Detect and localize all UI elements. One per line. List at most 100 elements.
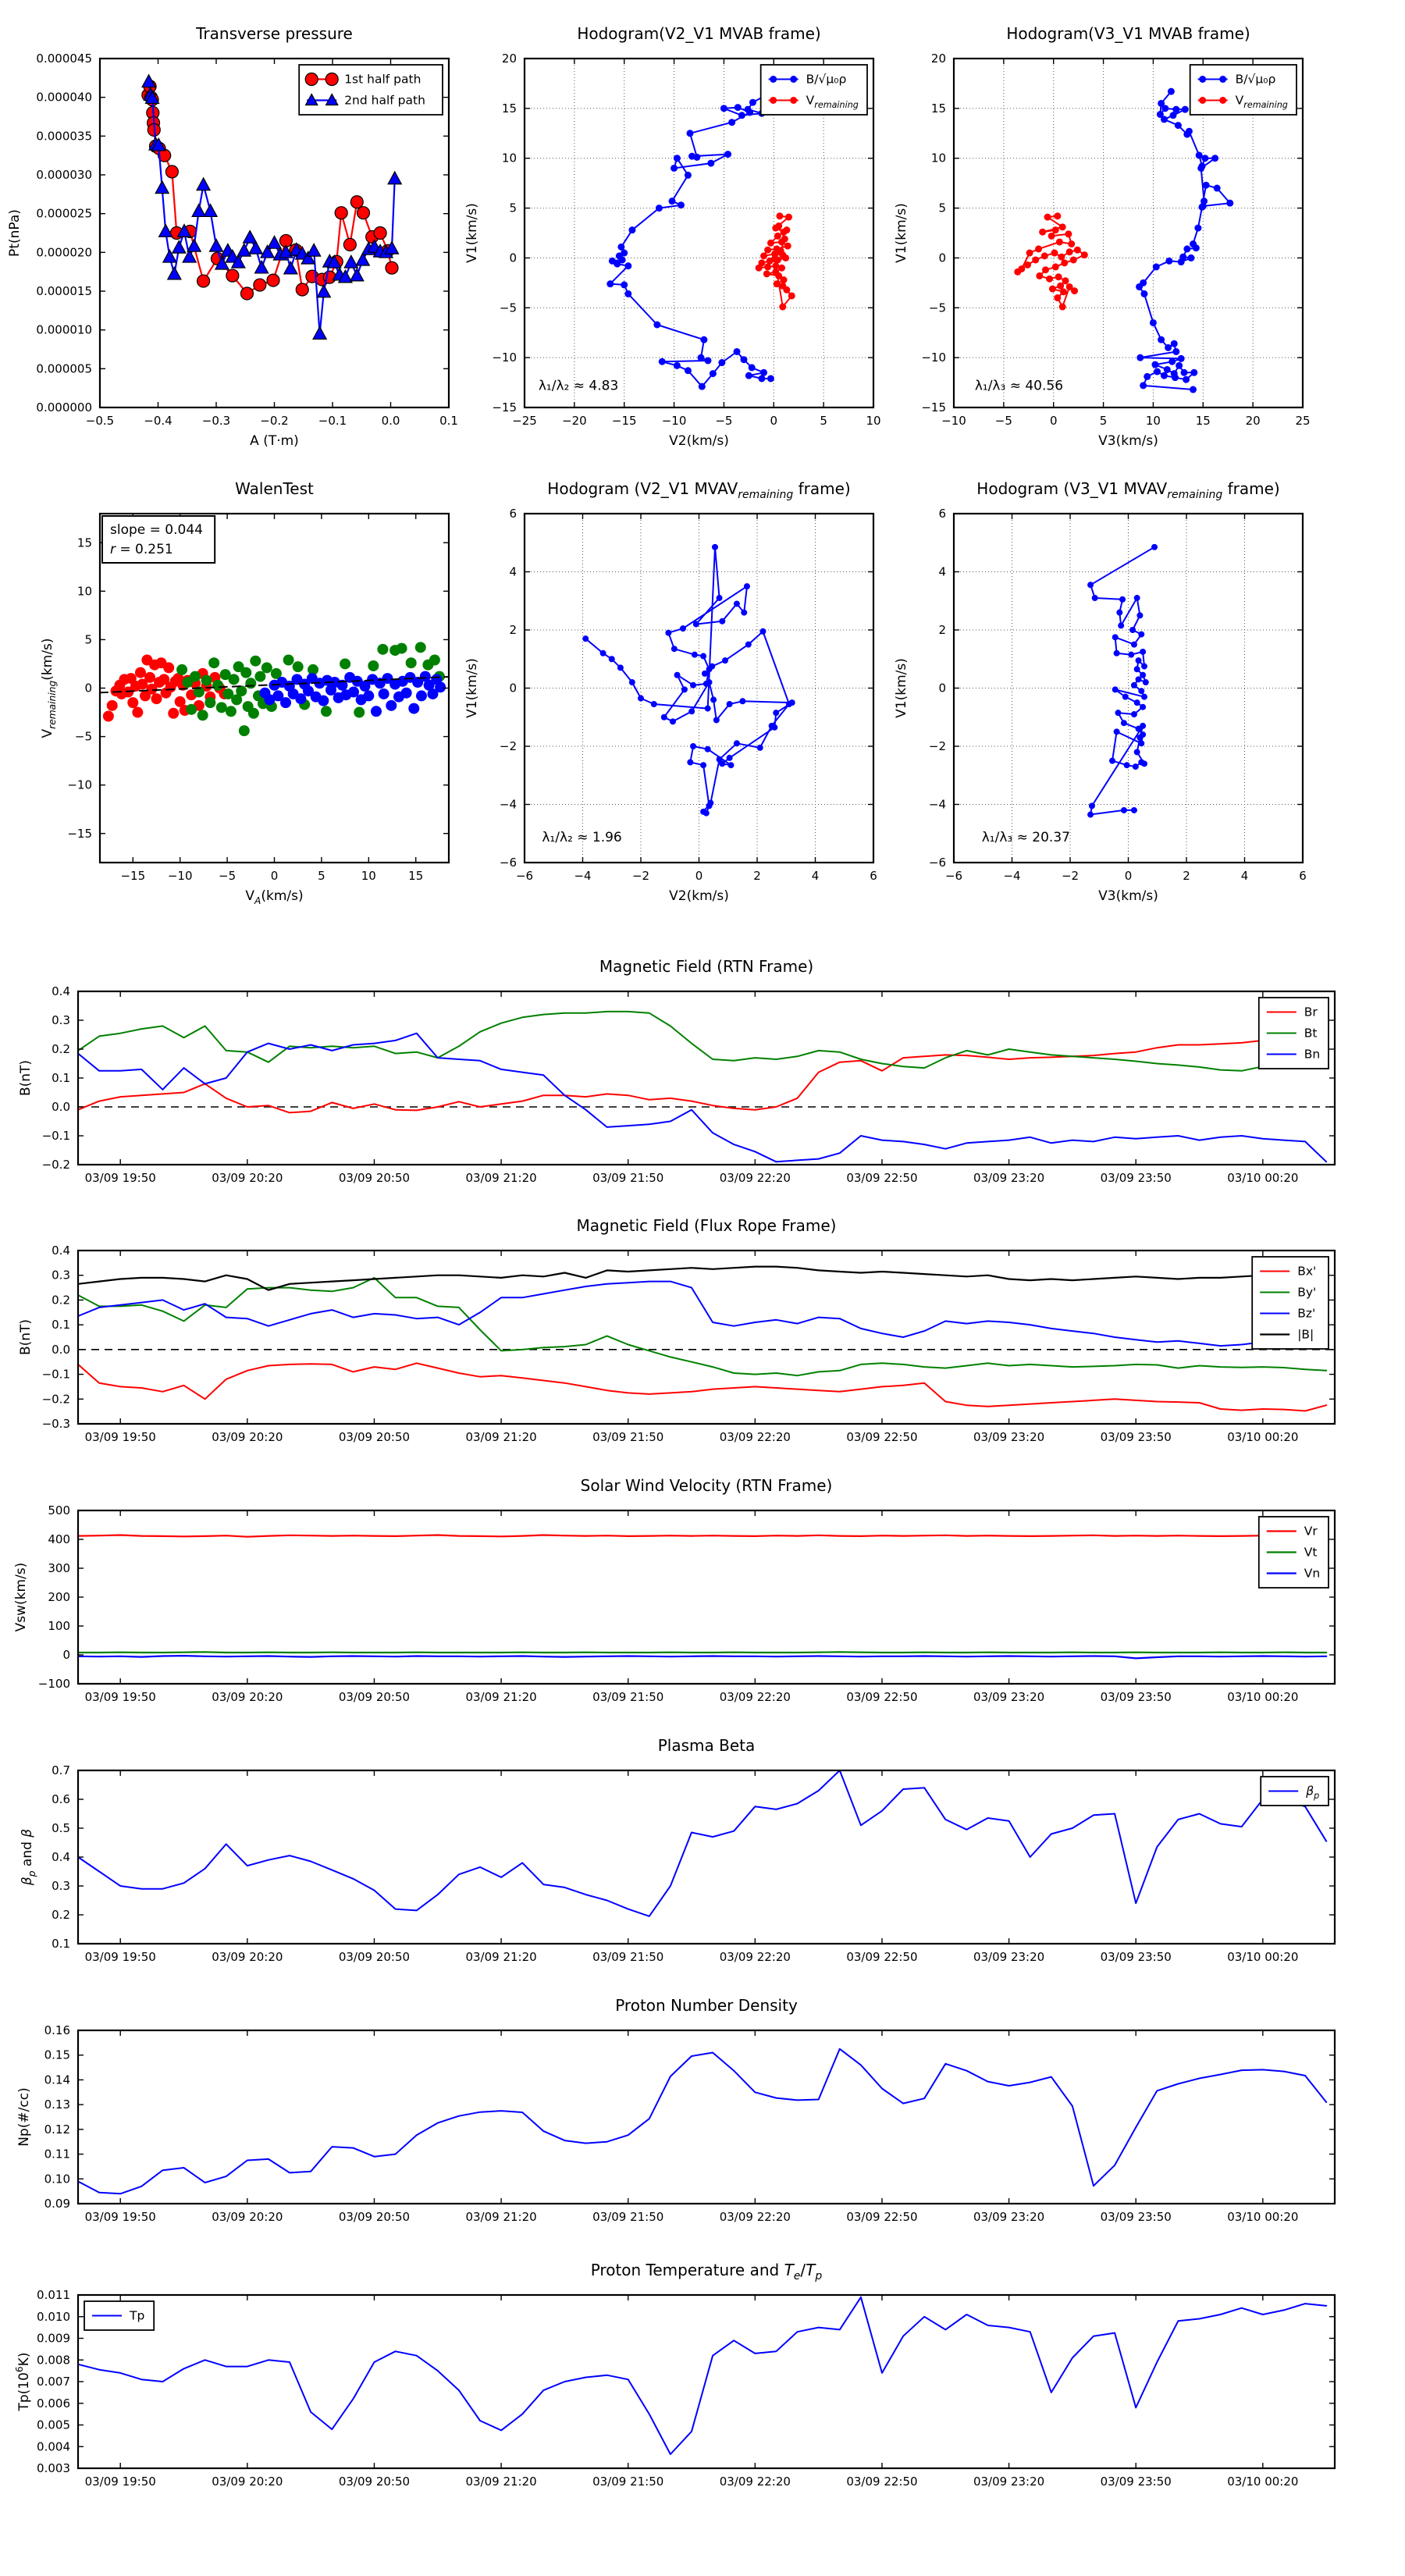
svg-text:20: 20 bbox=[931, 52, 946, 66]
svg-text:0.006: 0.006 bbox=[37, 2396, 70, 2411]
transverse-pressure-canvas: −0.5 −0.4 −0.3 −0.2 −0.1 0.0 0.1 0.000000 0.0000… bbox=[7, 52, 458, 449]
svg-text:10: 10 bbox=[931, 151, 946, 165]
plasma-beta-canvas: 03/09 19:50 03/09 20:20 03/09 20:50 03/09 2… bbox=[20, 1763, 1336, 1964]
svg-text:03/09 20:20: 03/09 20:20 bbox=[212, 2475, 283, 2489]
svg-text:5: 5 bbox=[318, 869, 325, 883]
svg-text:r = 0.251: r = 0.251 bbox=[110, 542, 173, 557]
svg-text:0: 0 bbox=[271, 869, 279, 883]
magnetic-field-rtn-plot: Magnetic Field (RTN Frame) 03/09 19:50 03/… bbox=[18, 957, 1336, 1185]
svg-text:0.2: 0.2 bbox=[52, 1042, 70, 1056]
y-axis-label: Np(#/cc) bbox=[16, 2087, 32, 2146]
axes-border bbox=[76, 1769, 1336, 1945]
svg-text:−6: −6 bbox=[500, 856, 517, 870]
legend: 1st half path 2nd half path bbox=[298, 64, 443, 116]
svg-text:−2: −2 bbox=[500, 739, 517, 753]
tick-marks bbox=[78, 991, 1335, 1165]
svg-text:0: 0 bbox=[1125, 869, 1133, 883]
svg-text:0: 0 bbox=[84, 681, 92, 696]
legend: B/√μ₀ρ Vremaining bbox=[759, 64, 868, 116]
tick-marks bbox=[524, 58, 874, 408]
svg-text:10: 10 bbox=[1146, 414, 1161, 428]
svg-text:Vn: Vn bbox=[1304, 1567, 1320, 1581]
annotation: λ₁/λ₃ ≈ 20.37 bbox=[982, 830, 1070, 845]
walen-test-plot: WalenTest −15 −10 −5 0 5 10 15 −15 −10 −5 0 5 10 15 VA(… bbox=[40, 479, 450, 906]
svg-text:03/09 22:20: 03/09 22:20 bbox=[720, 1950, 791, 1964]
svg-text:03/09 23:20: 03/09 23:20 bbox=[973, 2210, 1044, 2224]
svg-text:−0.4: −0.4 bbox=[144, 414, 172, 428]
svg-text:4: 4 bbox=[1241, 869, 1249, 883]
svg-text:0.2: 0.2 bbox=[52, 1908, 70, 1922]
tick-labels: 03/09 19:50 03/09 20:20 03/09 20:50 03/09 2… bbox=[44, 2023, 1299, 2224]
svg-text:0.4: 0.4 bbox=[52, 1850, 70, 1864]
svg-text:−2: −2 bbox=[929, 739, 946, 753]
svg-text:15: 15 bbox=[77, 535, 92, 550]
svg-text:03/09 20:20: 03/09 20:20 bbox=[212, 2210, 283, 2224]
svg-text:300: 300 bbox=[48, 1561, 70, 1575]
y-axis-label: Tp(106K) bbox=[14, 2352, 32, 2411]
hodogram-v2v1-mvab-plot: Hodogram(V2_V1 MVAB frame) λ₁/λ₂ ≈ 4.83 −2… bbox=[464, 24, 881, 449]
svg-text:−100: −100 bbox=[38, 1677, 70, 1691]
svg-text:03/09 21:50: 03/09 21:50 bbox=[592, 1690, 663, 1704]
svg-text:10: 10 bbox=[77, 584, 92, 598]
x-axis-label: V2(km/s) bbox=[669, 433, 729, 449]
svg-text:03/09 21:50: 03/09 21:50 bbox=[592, 2210, 663, 2224]
svg-text:0.003: 0.003 bbox=[37, 2461, 70, 2475]
tick-labels: 03/09 19:50 03/09 20:20 03/09 20:50 03/09 2… bbox=[42, 1244, 1299, 1444]
svg-text:03/09 23:20: 03/09 23:20 bbox=[973, 2475, 1044, 2489]
svg-text:15: 15 bbox=[1196, 414, 1211, 428]
svg-text:400: 400 bbox=[48, 1532, 70, 1546]
chart-title: Proton Number Density bbox=[615, 1996, 798, 2015]
svg-text:03/09 23:50: 03/09 23:50 bbox=[1101, 1430, 1172, 1444]
svg-text:−0.3: −0.3 bbox=[42, 1417, 70, 1431]
svg-text:0: 0 bbox=[938, 251, 946, 265]
chart-title: Magnetic Field (RTN Frame) bbox=[599, 957, 814, 976]
series-group bbox=[77, 2296, 1328, 2455]
svg-text:10: 10 bbox=[361, 869, 376, 883]
svg-text:03/09 19:50: 03/09 19:50 bbox=[85, 1430, 156, 1444]
svg-text:0.009: 0.009 bbox=[37, 2332, 70, 2346]
svg-text:0.1: 0.1 bbox=[439, 414, 458, 428]
svg-text:0.008: 0.008 bbox=[37, 2353, 70, 2367]
svg-text:Vremaining: Vremaining bbox=[1236, 94, 1288, 110]
annotation: λ₁/λ₂ ≈ 4.83 bbox=[539, 379, 618, 394]
svg-text:10: 10 bbox=[502, 151, 517, 165]
series-group bbox=[77, 1010, 1328, 1163]
svg-text:0.0: 0.0 bbox=[382, 414, 400, 428]
legend: B/√μ₀ρ Vremaining bbox=[1189, 64, 1297, 116]
svg-text:03/09 20:20: 03/09 20:20 bbox=[212, 1690, 283, 1704]
tick-marks bbox=[953, 513, 1304, 863]
svg-text:−2: −2 bbox=[1062, 869, 1079, 883]
svg-text:−6: −6 bbox=[945, 869, 962, 883]
svg-text:03/10 00:20: 03/10 00:20 bbox=[1227, 2475, 1298, 2489]
svg-text:03/09 19:50: 03/09 19:50 bbox=[85, 1171, 156, 1185]
svg-text:03/09 23:50: 03/09 23:50 bbox=[1101, 2210, 1172, 2224]
svg-text:0: 0 bbox=[1050, 414, 1058, 428]
svg-text:−5: −5 bbox=[75, 730, 92, 744]
y-axis-label: Vsw(km/s) bbox=[13, 1563, 29, 1632]
tick-marks bbox=[78, 1510, 1335, 1685]
hodogram-v3v1-mvav-canvas: λ₁/λ₃ ≈ 20.37 −6 −4 −2 0 2 4 6 −6 −4 −2 0 2 4 6 V3(km/s… bbox=[894, 507, 1307, 904]
legend: Bx' By' Bz' |B| bbox=[1251, 1256, 1329, 1350]
chart-title: Solar Wind Velocity (RTN Frame) bbox=[580, 1476, 833, 1495]
svg-text:03/09 23:20: 03/09 23:20 bbox=[973, 1430, 1044, 1444]
series-group bbox=[582, 543, 795, 817]
svg-text:03/09 21:50: 03/09 21:50 bbox=[592, 1171, 663, 1185]
svg-text:0.1: 0.1 bbox=[52, 1318, 70, 1332]
svg-text:2nd half path: 2nd half path bbox=[344, 94, 425, 108]
svg-text:6: 6 bbox=[1299, 869, 1307, 883]
svg-text:2: 2 bbox=[938, 623, 946, 637]
proton-temperature-canvas: 03/09 19:50 03/09 20:20 03/09 20:50 03/09 2… bbox=[14, 2288, 1336, 2489]
svg-text:03/09 22:50: 03/09 22:50 bbox=[846, 2475, 917, 2489]
svg-text:03/09 21:20: 03/09 21:20 bbox=[465, 2210, 536, 2224]
plasma-beta-plot: Plasma Beta 03/09 19:50 03/09 20:20 03/09 2… bbox=[20, 1736, 1336, 1964]
proton-number-density-plot: Proton Number Density 03/09 19:50 03/09 20… bbox=[16, 1996, 1336, 2224]
chart-title: Proton Temperature and Te/Tp bbox=[590, 2261, 823, 2282]
tick-marks bbox=[953, 58, 1304, 408]
svg-text:03/09 21:50: 03/09 21:50 bbox=[592, 1430, 663, 1444]
svg-text:−10: −10 bbox=[941, 414, 966, 428]
svg-text:10: 10 bbox=[866, 414, 880, 428]
axes-border bbox=[76, 2029, 1336, 2205]
svg-text:2: 2 bbox=[1183, 869, 1190, 883]
series-group bbox=[1087, 543, 1158, 818]
svg-text:0.12: 0.12 bbox=[44, 2122, 70, 2137]
